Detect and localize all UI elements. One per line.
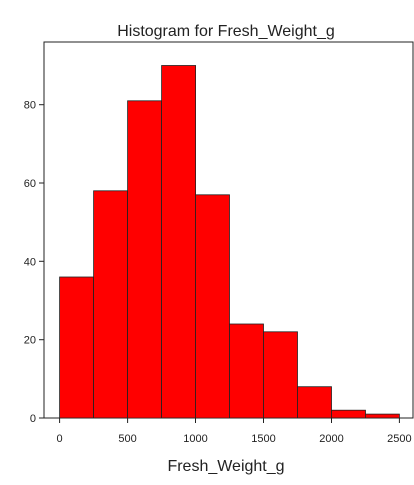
- x-tick-label: 1500: [251, 433, 275, 445]
- x-tick-label: 2500: [387, 433, 411, 445]
- histogram-bar-4: [161, 65, 197, 419]
- bar-series: [59, 65, 400, 419]
- y-tick-label: 20: [24, 335, 36, 347]
- x-tick-label: 500: [118, 433, 136, 445]
- x-tick-label: 1000: [183, 433, 207, 445]
- x-tick-label: 2000: [319, 433, 343, 445]
- histogram-bar-6: [229, 323, 264, 419]
- histogram-bar-3: [127, 100, 162, 419]
- x-axis-label: Fresh_Weight_g: [167, 458, 284, 475]
- histogram-bar-2: [93, 190, 128, 419]
- y-tick-label: 0: [30, 413, 36, 425]
- chart-title: Histogram for Fresh_Weight_g: [117, 23, 335, 40]
- histogram-bar-10: [364, 413, 400, 419]
- y-axis: 0 20 40 60 80: [24, 100, 44, 425]
- y-tick-label: 60: [24, 178, 36, 190]
- x-tick-label: 0: [57, 433, 63, 445]
- histogram-bar-1: [59, 276, 94, 419]
- histogram-bar-5: [195, 194, 230, 419]
- y-tick-label: 40: [24, 256, 36, 268]
- y-tick-label: 80: [24, 100, 36, 112]
- histogram-bar-8: [297, 386, 332, 419]
- histogram-bar-7: [263, 331, 298, 419]
- x-axis: 0 500 1000 1500 2000 2500: [57, 418, 412, 445]
- histogram-bar-9: [331, 409, 366, 419]
